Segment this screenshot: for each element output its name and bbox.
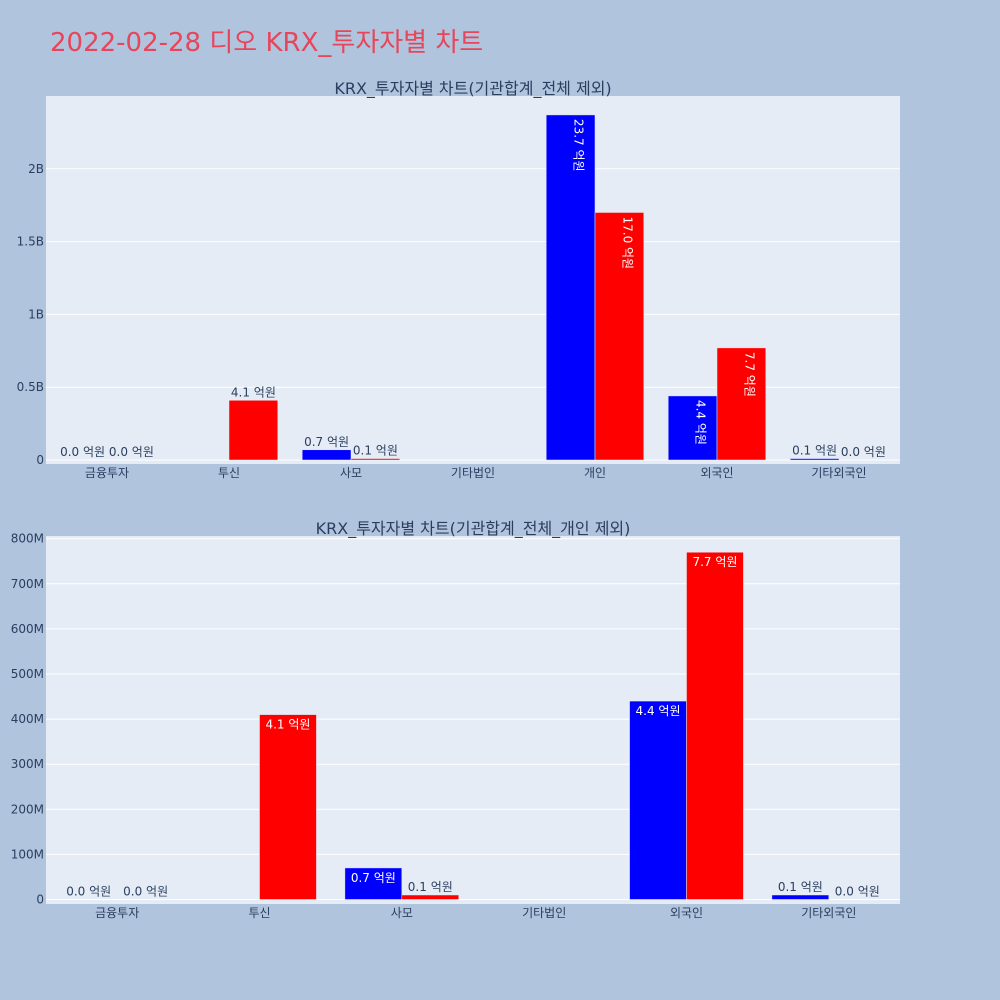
bar [259, 714, 317, 900]
y-tick-label: 500M [11, 667, 44, 681]
x-tick-label: 외국인 [670, 906, 703, 920]
data-label: 4.4 억원 [636, 704, 681, 718]
x-tick-label: 기타법인 [451, 466, 495, 480]
y-tick-label: 1B [28, 307, 44, 321]
data-label: 0.1 억원 [792, 444, 837, 458]
x-tick-label: 개인 [584, 466, 606, 480]
chart-title: KRX_투자자별 차트(기관합계_전체 제외) [334, 79, 611, 99]
x-tick-label: 사모 [340, 466, 362, 480]
data-label: 0.0 억원 [66, 885, 111, 899]
y-tick-label: 200M [11, 802, 44, 816]
data-label: 23.7 억원 [572, 119, 586, 172]
data-label: 0.0 억원 [835, 885, 880, 899]
bar [686, 551, 744, 900]
data-label: 7.7 억원 [742, 352, 756, 397]
chart-title: KRX_투자자별 차트(기관합계_전체_개인 제외) [316, 519, 631, 539]
y-tick-label: 0 [36, 453, 44, 467]
data-label: 7.7 억원 [692, 555, 737, 569]
data-label: 4.1 억원 [265, 718, 310, 732]
bar [716, 347, 767, 461]
x-tick-label: 사모 [391, 906, 413, 920]
y-tick-label: 1.5B [17, 235, 44, 249]
x-tick-label: 금융투자 [85, 466, 129, 480]
x-tick-label: 투신 [248, 906, 270, 920]
x-tick-label: 기타외국인 [811, 466, 866, 480]
data-label: 0.0 억원 [60, 445, 105, 459]
bar [667, 395, 718, 461]
x-tick-label: 기타법인 [522, 906, 566, 920]
bar [401, 894, 460, 900]
data-label: 0.1 억원 [408, 880, 453, 894]
bar [594, 212, 645, 461]
data-label: 0.1 억원 [353, 444, 398, 458]
bar [771, 894, 830, 900]
y-tick-label: 400M [11, 712, 44, 726]
data-label: 0.1 억원 [778, 880, 823, 894]
bar [545, 114, 596, 461]
bar [350, 458, 401, 461]
page-title: 2022-02-28 디오 KRX_투자자별 차트 [50, 28, 484, 58]
x-tick-label: 기타외국인 [801, 906, 856, 920]
bar [301, 449, 352, 461]
data-label: 0.0 억원 [841, 445, 886, 459]
data-label: 4.1 억원 [231, 385, 276, 399]
y-tick-label: 0 [36, 893, 44, 907]
bar [344, 867, 403, 900]
y-tick-label: 800M [11, 532, 44, 546]
x-tick-label: 투신 [218, 466, 240, 480]
data-label: 17.0 억원 [620, 216, 634, 269]
x-tick-label: 금융투자 [95, 906, 139, 920]
plot-area [46, 536, 900, 904]
data-label: 0.0 억원 [123, 885, 168, 899]
plot-area [46, 96, 900, 464]
y-tick-label: 2B [28, 162, 44, 176]
y-tick-label: 600M [11, 622, 44, 636]
data-label: 0.7 억원 [351, 871, 396, 885]
bar [629, 700, 687, 900]
data-label: 4.4 억원 [694, 400, 708, 445]
y-tick-label: 300M [11, 757, 44, 771]
data-label: 0.7 억원 [304, 435, 349, 449]
y-tick-label: 100M [11, 847, 44, 861]
bar [228, 400, 279, 461]
x-tick-label: 외국인 [700, 466, 733, 480]
chart-1: 0 0.5B 1B 1.5B 2B KRX_투자자별 차트(기관합계_전체 제외) 금융투자… [17, 79, 900, 480]
y-tick-label: 0.5B [17, 380, 44, 394]
y-tick-label: 700M [11, 577, 44, 591]
chart-2: 0 100M 200M 300M 400M 500M 600M 700M 800M KRX_투자자… [11, 519, 900, 920]
bar [789, 458, 840, 461]
data-label: 0.0 억원 [109, 445, 154, 459]
